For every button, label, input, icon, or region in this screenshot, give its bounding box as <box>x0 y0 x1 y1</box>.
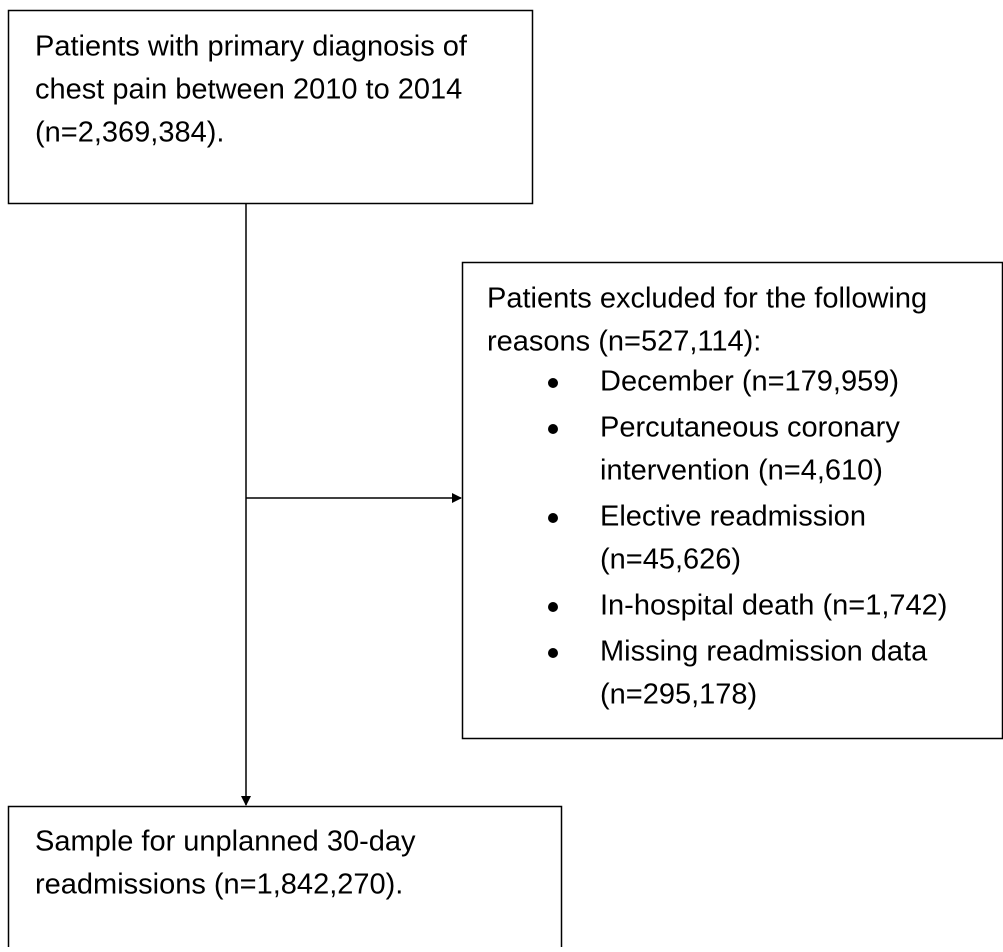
exclusion-item: Missing readmission data <box>600 636 928 668</box>
exclusion-item: Percutaneous coronary <box>600 412 900 444</box>
start-text: chest pain between 2010 to 2014 <box>35 74 462 106</box>
exclusion-item: (n=45,626) <box>600 544 741 576</box>
sample-text: Sample for unplanned 30-day <box>35 826 416 858</box>
exclusion-text: Patients excluded for the following <box>487 283 927 315</box>
exclusion-item: intervention (n=4,610) <box>600 455 883 487</box>
start-text: (n=2,369,384). <box>35 117 224 149</box>
bullet <box>548 602 558 612</box>
bullet <box>548 424 558 434</box>
texts: Patients with primary diagnosis of chest … <box>35 31 947 901</box>
exclusion-item: In-hospital death (n=1,742) <box>600 590 947 622</box>
bullet <box>548 648 558 658</box>
exclusion-text: reasons (n=527,114): <box>487 326 761 358</box>
sample-box <box>7 805 563 952</box>
exclusion-item: (n=295,178) <box>600 679 757 711</box>
start-text: Patients with primary diagnosis of <box>35 31 468 63</box>
exclusion-item: Elective readmission <box>600 501 866 533</box>
bullet <box>548 378 558 388</box>
exclusion-item: December (n=179,959) <box>600 366 899 398</box>
sample-text: readmissions (n=1,842,270). <box>35 869 403 901</box>
start-box <box>7 9 534 205</box>
exclusion-box <box>461 261 1003 740</box>
bullet <box>548 513 558 523</box>
